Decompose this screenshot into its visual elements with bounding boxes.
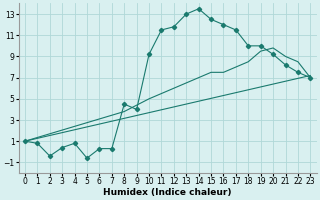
X-axis label: Humidex (Indice chaleur): Humidex (Indice chaleur) (103, 188, 232, 197)
